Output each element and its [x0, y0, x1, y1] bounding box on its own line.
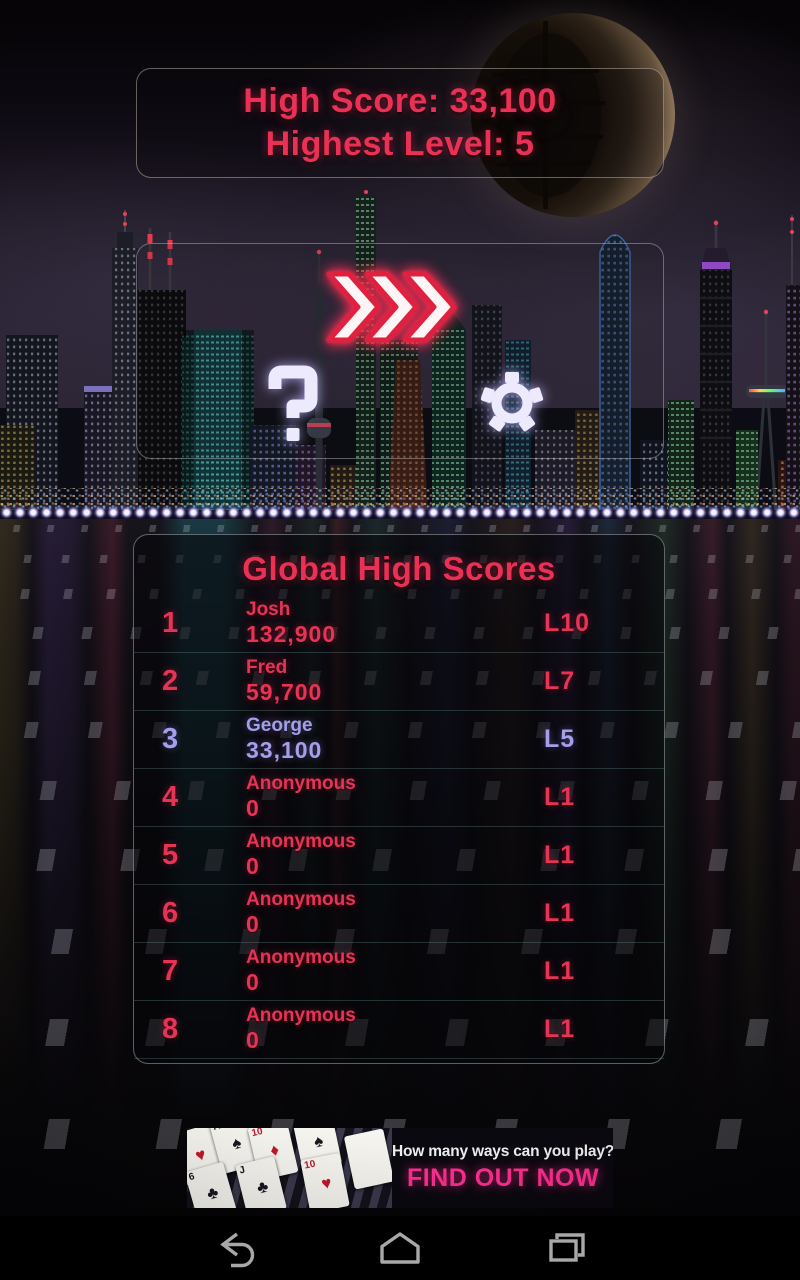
row-name-score: Anonymous 0: [246, 772, 544, 821]
ad-cards-image: A ♥ A ♠ 10 ♦ K ♠ 6 ♣ J ♣: [187, 1128, 392, 1208]
highest-level-label: Highest Level:: [265, 124, 505, 163]
row-name: Fred: [246, 656, 288, 678]
settings-button[interactable]: [479, 370, 545, 436]
highest-level-line: Highest Level: 5: [265, 124, 535, 163]
recent-apps-icon: [549, 1233, 585, 1262]
row-name: Anonymous: [246, 830, 356, 852]
back-button[interactable]: [209, 1228, 255, 1268]
leaderboard-title: Global High Scores: [242, 550, 556, 587]
row-name-score: Anonymous 0: [246, 946, 544, 995]
row-name-score: George 33,100: [246, 714, 544, 763]
leaderboard-row: 5 Anonymous 0 L1: [134, 827, 664, 885]
home-icon: [380, 1232, 420, 1264]
row-rank: 2: [162, 665, 179, 697]
row-score: 0: [246, 910, 260, 937]
row-name: Josh: [246, 598, 291, 620]
row-score: 0: [246, 1026, 260, 1053]
row-rank: 7: [162, 955, 179, 987]
row-name: Anonymous: [246, 946, 356, 968]
row-name-score: Anonymous 0: [246, 888, 544, 937]
ad-headline: How many ways can you play?: [392, 1143, 613, 1160]
row-level: L1: [544, 957, 576, 985]
row-level: L10: [544, 609, 591, 637]
row-score: 59,700: [246, 678, 323, 705]
leaderboard-row: 6 Anonymous 0 L1: [134, 885, 664, 943]
leaderboard-row: 4 Anonymous 0 L1: [134, 769, 664, 827]
leaderboard-row: 1 Josh 132,900 L10: [134, 595, 664, 653]
play-button[interactable]: [325, 268, 457, 346]
high-score-label: High Score:: [243, 82, 440, 121]
row-name: Anonymous: [246, 772, 356, 794]
back-icon: [220, 1232, 255, 1268]
leaderboard-row: 3 George 33,100 L5: [134, 711, 664, 769]
row-name-score: Josh 132,900: [246, 598, 544, 647]
row-rank: 4: [162, 781, 179, 813]
row-rank: 6: [162, 897, 179, 929]
row-rank: 8: [162, 1013, 179, 1045]
android-navbar: [0, 1216, 800, 1280]
row-rank: 1: [162, 607, 179, 639]
card-rank: 10: [250, 1128, 264, 1140]
row-name-score: Fred 59,700: [246, 656, 544, 705]
row-score: 33,100: [246, 736, 323, 763]
leaderboard-panel: Global High Scores 1 Josh 132,900 L10 2 …: [133, 534, 665, 1064]
recent-apps-button[interactable]: [545, 1228, 591, 1268]
row-level: L1: [544, 899, 576, 927]
row-score: 0: [246, 794, 260, 821]
row-level: L1: [544, 1015, 576, 1043]
row-name: Anonymous: [246, 1004, 356, 1026]
leaderboard-row: 8 Anonymous 0 L1: [134, 1001, 664, 1059]
question-mark-icon: [268, 365, 318, 441]
triple-chevron-play-icon: [326, 271, 457, 343]
home-button[interactable]: [377, 1228, 423, 1268]
row-level: L5: [544, 725, 576, 753]
ad-banner[interactable]: A ♥ A ♠ 10 ♦ K ♠ 6 ♣ J ♣: [187, 1128, 613, 1208]
row-score: 0: [246, 968, 260, 995]
row-name: George: [246, 714, 313, 736]
row-rank: 5: [162, 839, 179, 871]
playing-card: [343, 1128, 392, 1190]
row-level: L1: [544, 783, 576, 811]
help-button[interactable]: [265, 362, 321, 446]
leaderboard-row: 2 Fred 59,700 L7: [134, 653, 664, 711]
horizon-light-strip: [0, 505, 800, 520]
stats-panel: High Score: 33,100 Highest Level: 5: [136, 68, 664, 178]
playing-card: 10 ♥: [300, 1152, 350, 1208]
ad-cta-link[interactable]: FIND OUT NOW: [406, 1164, 600, 1192]
row-level: L7: [544, 667, 576, 695]
row-score: 132,900: [246, 620, 337, 647]
highest-level-value: 5: [514, 124, 535, 163]
row-score: 0: [246, 852, 260, 879]
card-suit-icon: ♥: [319, 1172, 334, 1194]
main-menu-panel: [136, 243, 664, 459]
row-name-score: Anonymous 0: [246, 1004, 544, 1053]
row-level: L1: [544, 841, 576, 869]
row-name: Anonymous: [246, 888, 356, 910]
row-rank: 3: [162, 723, 179, 755]
high-score-line: High Score: 33,100: [243, 82, 557, 121]
high-score-value: 33,100: [449, 82, 557, 121]
ad-text-block: How many ways can you play? FIND OUT NOW: [392, 1128, 613, 1208]
card-suit-icon: ♣: [254, 1176, 271, 1198]
leaderboard-row: 7 Anonymous 0 L1: [134, 943, 664, 1001]
gear-icon: [480, 372, 544, 432]
row-name-score: Anonymous 0: [246, 830, 544, 879]
card-suit-icon: ♠: [312, 1130, 325, 1152]
card-suit-icon: ♣: [204, 1182, 221, 1204]
